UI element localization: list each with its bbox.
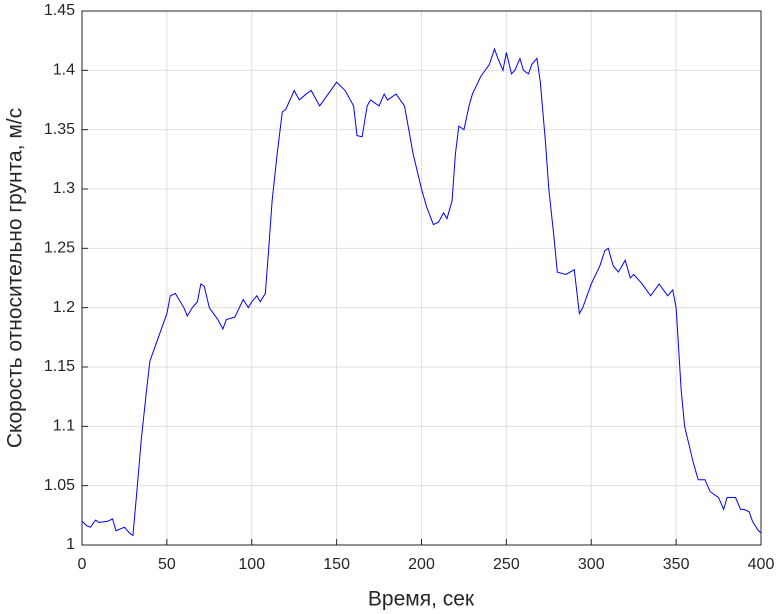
- y-tick-label: 1.25: [44, 240, 75, 257]
- x-tick-label: 50: [158, 556, 176, 573]
- x-tick-label: 400: [748, 556, 775, 573]
- x-tick-label: 300: [578, 556, 605, 573]
- y-tick-label: 1.3: [53, 180, 75, 197]
- data-line: [81, 47, 762, 537]
- y-tick-label: 1.2: [53, 299, 75, 316]
- x-tick-label: 250: [493, 556, 520, 573]
- y-tick-label: 1: [66, 536, 75, 553]
- x-tick-label: 150: [323, 556, 350, 573]
- x-axis-label: Время, сек: [368, 588, 475, 611]
- y-tick-label: 1.05: [44, 477, 75, 494]
- y-tick-label: 1.4: [53, 62, 75, 79]
- y-tick-label: 1.15: [44, 358, 75, 375]
- x-tick-label: 0: [78, 556, 87, 573]
- x-tick-label: 350: [663, 556, 690, 573]
- grid: [81, 10, 762, 546]
- x-tick-label: 100: [238, 556, 265, 573]
- y-tick-label: 1.1: [53, 418, 75, 435]
- x-tick-label: 200: [408, 556, 435, 573]
- y-tick-label: 1.45: [44, 2, 75, 19]
- y-tick-label: 1.35: [44, 121, 75, 138]
- y-axis-label: Скорость относительно грунта, м/с: [4, 108, 27, 448]
